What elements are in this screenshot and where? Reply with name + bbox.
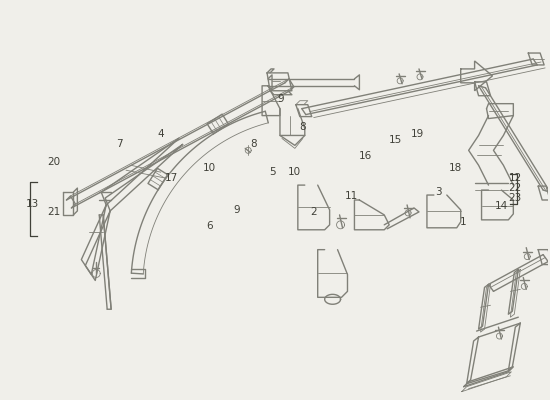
Text: 8: 8 <box>299 122 306 132</box>
Text: 16: 16 <box>359 151 372 161</box>
Text: 13: 13 <box>25 199 39 209</box>
Text: 5: 5 <box>269 167 276 177</box>
Text: 20: 20 <box>47 157 60 167</box>
Text: 10: 10 <box>288 167 301 177</box>
Text: 12: 12 <box>509 173 522 183</box>
Text: 4: 4 <box>157 130 163 140</box>
Text: 11: 11 <box>345 191 358 201</box>
Text: 19: 19 <box>410 130 424 140</box>
Text: 17: 17 <box>164 173 178 183</box>
Text: 2: 2 <box>310 207 317 217</box>
Text: 22: 22 <box>509 183 522 193</box>
Text: 15: 15 <box>388 136 402 146</box>
Text: 3: 3 <box>436 187 442 197</box>
Text: 14: 14 <box>495 201 508 211</box>
Text: 8: 8 <box>250 139 256 149</box>
Text: 9: 9 <box>277 94 284 104</box>
Text: 6: 6 <box>206 221 213 231</box>
Text: 21: 21 <box>47 207 60 217</box>
Text: 18: 18 <box>449 163 462 173</box>
Text: 9: 9 <box>233 205 240 215</box>
Text: 23: 23 <box>509 193 522 203</box>
Text: 7: 7 <box>116 139 123 149</box>
Text: 10: 10 <box>203 163 216 173</box>
Text: 1: 1 <box>460 217 467 227</box>
